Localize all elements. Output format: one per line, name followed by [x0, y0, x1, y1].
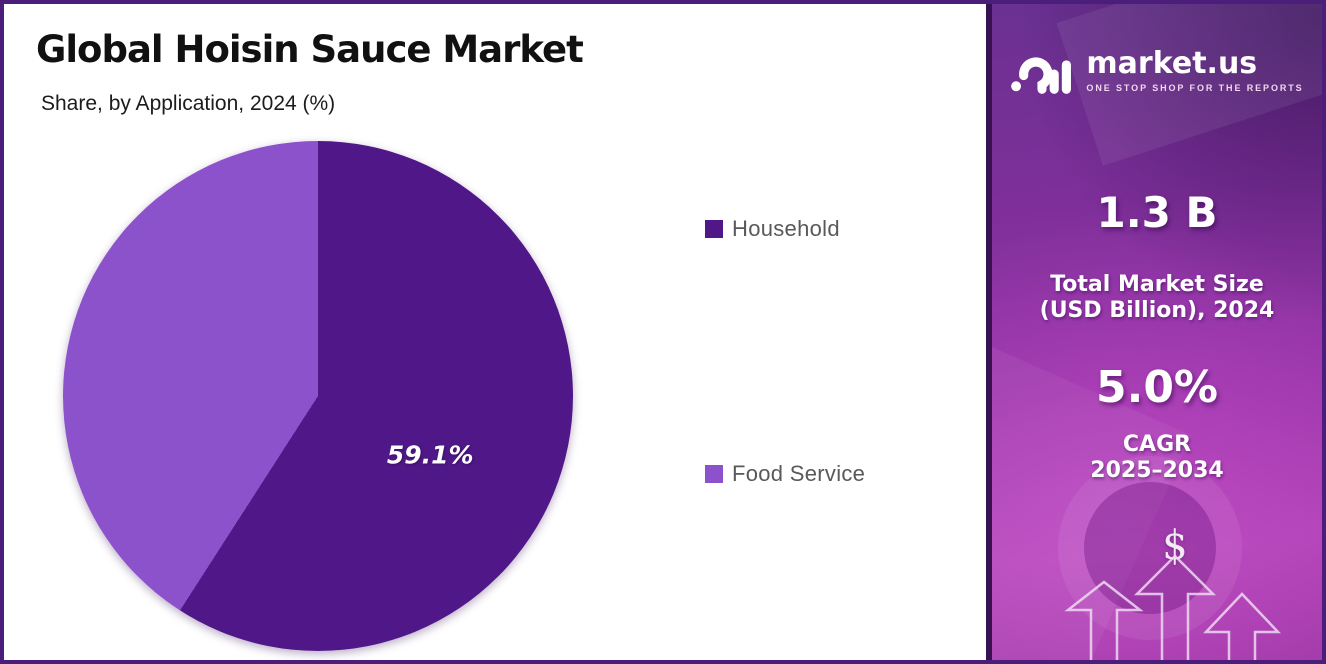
legend-swatch-food-service — [705, 465, 723, 483]
cagr-caption-line2: 2025–2034 — [1090, 458, 1224, 484]
cagr-caption-line1: CAGR — [1122, 432, 1192, 457]
legend-label-food-service: Food Service — [732, 461, 866, 486]
cagr-caption: CAGR 2025–2034 — [992, 432, 1322, 485]
logo: market.us ONE STOP SHOP FOR THE REPORTS — [992, 46, 1322, 96]
decorative-circle — [1084, 482, 1216, 614]
pie-slice-label: 59.1% — [386, 440, 474, 470]
page-subtitle: Share, by Application, 2024 (%) — [41, 92, 336, 115]
cagr-value: 5.0% — [1095, 362, 1219, 413]
brand-name: market.us — [1086, 46, 1258, 81]
legend-item-household: Household — [705, 216, 840, 242]
market-size-caption: Total Market Size (USD Billion), 2024 — [992, 272, 1322, 325]
page-title: Global Hoisin Sauce Market — [36, 28, 584, 71]
market-size-caption-line1: Total Market Size — [1050, 272, 1264, 297]
legend-swatch-household — [705, 220, 723, 238]
brand-tagline: ONE STOP SHOP FOR THE REPORTS — [1086, 83, 1304, 93]
legend-item-food-service: Food Service — [705, 461, 865, 487]
pie-chart: 59.1% — [63, 141, 573, 651]
logo-text: market.us ONE STOP SHOP FOR THE REPORTS — [1086, 46, 1304, 94]
dollar-icon: $ — [1162, 523, 1188, 569]
market-size-caption-line2: (USD Billion), 2024 — [1039, 298, 1275, 324]
brand-sidebar: market.us ONE STOP SHOP FOR THE REPORTS … — [986, 4, 1322, 660]
market-size-value: 1.3 B — [1096, 188, 1218, 237]
market-us-logo-icon — [1011, 57, 1072, 94]
legend-label-household: Household — [732, 216, 840, 241]
growth-arrows-icon — [1064, 554, 1281, 660]
